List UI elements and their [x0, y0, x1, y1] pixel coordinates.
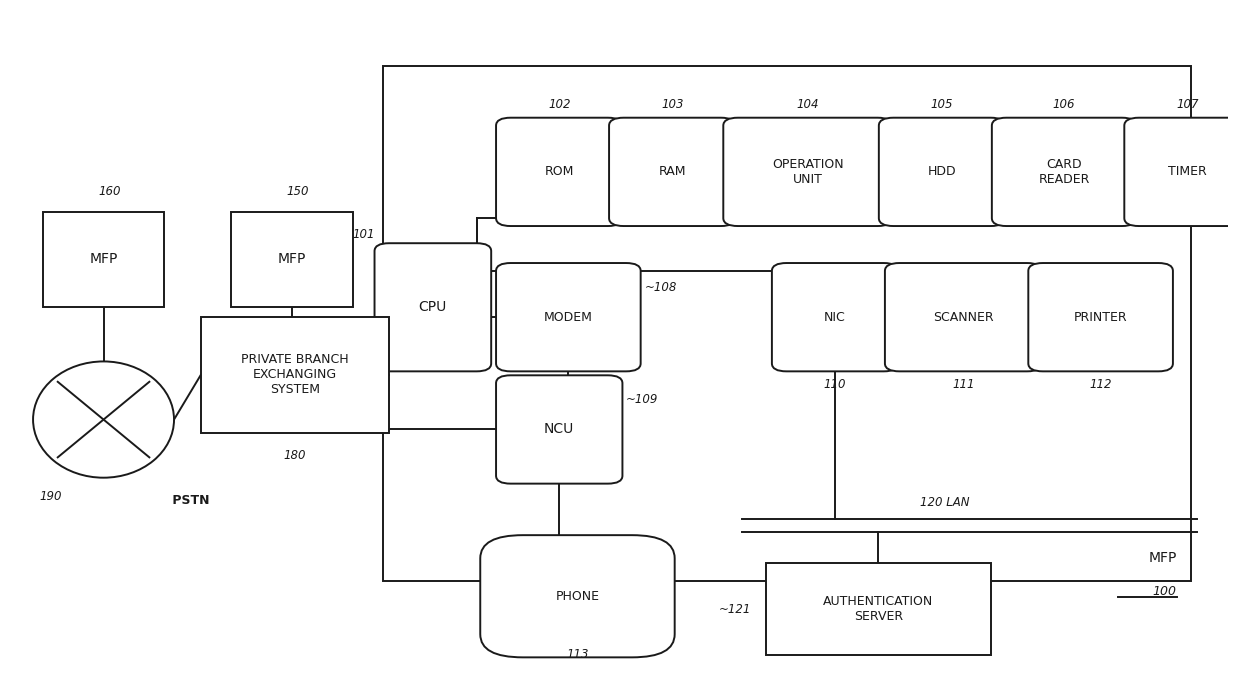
Bar [201, 317, 389, 433]
FancyBboxPatch shape [609, 118, 735, 226]
FancyBboxPatch shape [879, 118, 1006, 226]
Text: 160: 160 [98, 185, 120, 198]
FancyBboxPatch shape [992, 118, 1136, 226]
Text: ROM: ROM [544, 165, 574, 179]
Text: PSTN: PSTN [167, 494, 210, 508]
Bar [42, 212, 164, 307]
Bar [231, 212, 352, 307]
Text: 105: 105 [931, 98, 954, 111]
Text: 112: 112 [1090, 378, 1112, 391]
Text: PRIVATE BRANCH
EXCHANGING
SYSTEM: PRIVATE BRANCH EXCHANGING SYSTEM [241, 353, 348, 396]
Text: RAM: RAM [658, 165, 686, 179]
Text: ~121: ~121 [719, 603, 751, 615]
Text: 107: 107 [1177, 98, 1199, 111]
Text: 180: 180 [284, 450, 306, 462]
Text: PRINTER: PRINTER [1074, 311, 1127, 324]
Text: NIC: NIC [825, 311, 846, 324]
FancyBboxPatch shape [771, 263, 898, 371]
Text: 190: 190 [40, 490, 62, 503]
Text: SCANNER: SCANNER [932, 311, 993, 324]
Bar [766, 563, 991, 655]
Text: 120 LAN: 120 LAN [920, 495, 970, 509]
Text: 150: 150 [286, 185, 309, 198]
Text: ~109: ~109 [626, 393, 658, 406]
Text: OPERATION
UNIT: OPERATION UNIT [773, 158, 843, 186]
FancyBboxPatch shape [480, 535, 675, 657]
Text: 106: 106 [1053, 98, 1075, 111]
Text: HDD: HDD [928, 165, 956, 179]
Text: 110: 110 [823, 378, 846, 391]
Text: MFP: MFP [278, 252, 306, 266]
Text: NCU: NCU [544, 423, 574, 437]
Text: 103: 103 [661, 98, 683, 111]
Text: TIMER: TIMER [1168, 165, 1207, 179]
Text: ~108: ~108 [645, 281, 677, 294]
FancyBboxPatch shape [374, 243, 491, 371]
Text: 113: 113 [567, 648, 589, 661]
FancyBboxPatch shape [1028, 263, 1173, 371]
Text: MFP: MFP [89, 252, 118, 266]
Text: 100: 100 [1152, 584, 1177, 598]
Text: MODEM: MODEM [544, 311, 593, 324]
FancyBboxPatch shape [496, 375, 622, 484]
FancyBboxPatch shape [496, 118, 622, 226]
Text: CARD
READER: CARD READER [1038, 158, 1090, 186]
FancyBboxPatch shape [496, 263, 641, 371]
Bar [383, 66, 1192, 582]
Text: 102: 102 [548, 98, 570, 111]
Text: 111: 111 [952, 378, 975, 391]
Text: MFP: MFP [1148, 551, 1177, 565]
Text: PHONE: PHONE [556, 590, 599, 603]
Text: CPU: CPU [419, 301, 446, 314]
Text: 101: 101 [352, 228, 374, 241]
Text: 104: 104 [796, 98, 818, 111]
FancyBboxPatch shape [1125, 118, 1240, 226]
Ellipse shape [33, 361, 174, 478]
FancyBboxPatch shape [723, 118, 893, 226]
FancyBboxPatch shape [885, 263, 1042, 371]
Text: AUTHENTICATION
SERVER: AUTHENTICATION SERVER [823, 595, 934, 623]
